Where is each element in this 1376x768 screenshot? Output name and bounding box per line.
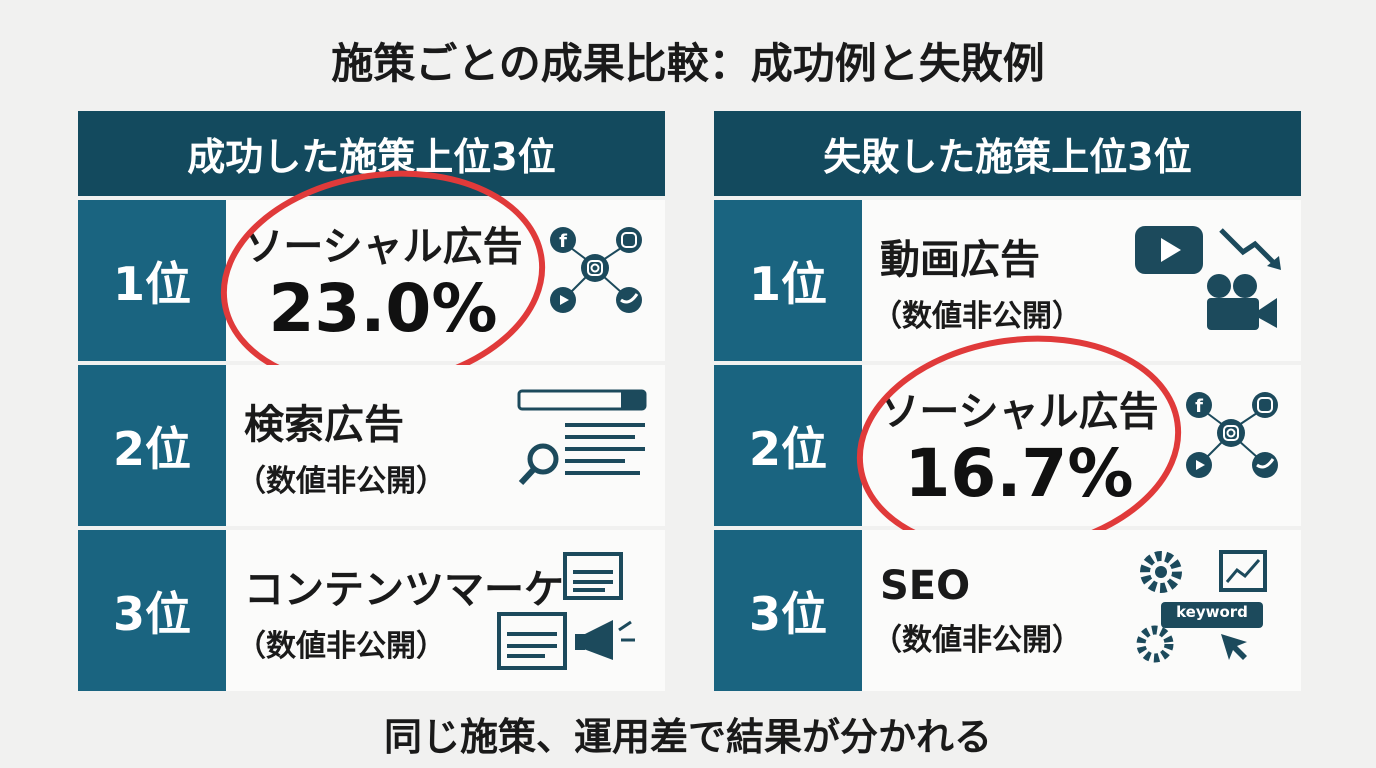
measure-name: SEO — [880, 562, 971, 609]
panel-header: 成功した施策上位3位 — [78, 111, 665, 196]
rank-label: 3位 — [714, 530, 862, 691]
rank-label: 1位 — [714, 200, 862, 361]
panel-header: 失敗した施策上位3位 — [714, 111, 1301, 196]
icon: keyword — [1131, 550, 1291, 674]
icon — [515, 385, 655, 499]
icon: f — [1181, 385, 1291, 499]
rank-row: 1位 ソーシャル広告 23.0% f — [78, 170, 665, 390]
row-content: 検索広告 （数値非公開） — [236, 365, 544, 526]
measure-name: ソーシャル広告 — [243, 224, 523, 270]
note: （数値非公開） — [236, 628, 446, 664]
rank-label: 3位 — [78, 530, 226, 691]
measure-name: 検索広告 — [244, 401, 404, 448]
rank-label: 1位 — [78, 200, 226, 361]
icon-graphic: f — [550, 227, 642, 313]
row-content: ソーシャル広告 16.7% — [864, 365, 1174, 526]
note: （数値非公開） — [872, 298, 1082, 334]
icon — [1131, 220, 1291, 344]
rank-row: 3位 SEO （数値非公開） keyword — [714, 530, 1301, 691]
row-content: ソーシャル広告 23.0% — [228, 200, 538, 361]
measure-name: コンテンツマーケ — [244, 566, 564, 613]
rank-row: 1位 動画広告 （数値非公開） — [714, 200, 1301, 361]
measure-value: 23.0% — [268, 270, 498, 347]
panel: 成功した施策上位3位 1位 ソーシャル広告 23.0% f 2位 検索広告 （数値非公開） 3位… — [78, 111, 665, 691]
measure-value: 16.7% — [904, 435, 1134, 512]
rank-row: 2位 検索広告 （数値非公開） — [78, 365, 665, 526]
icon-graphic — [517, 389, 647, 486]
icon-graphic — [497, 552, 635, 670]
panel: 失敗した施策上位3位 1位 動画広告 （数値非公開） 2位 ソーシャル広告 16.7% f 3位… — [714, 111, 1301, 691]
row-content: コンテンツマーケ （数値非公開） — [236, 530, 564, 691]
measure-name: ソーシャル広告 — [879, 389, 1159, 435]
row-content: SEO （数値非公開） — [872, 530, 1180, 691]
icon: f — [545, 220, 655, 334]
rank-label: 2位 — [78, 365, 226, 526]
measure-name: 動画広告 — [880, 236, 1040, 283]
svg-text:f: f — [1195, 396, 1203, 417]
icon — [495, 550, 655, 684]
footer: 同じ施策、運用差で結果が分かれる — [383, 715, 992, 759]
row-content: 動画広告 （数値非公開） — [872, 200, 1180, 361]
rank-label: 2位 — [714, 365, 862, 526]
icon-graphic — [1135, 226, 1281, 330]
rank-row: 2位 ソーシャル広告 16.7% f — [714, 335, 1301, 555]
icon-graphic: f — [1186, 392, 1278, 478]
icon-graphic — [1136, 550, 1267, 663]
svg-text:f: f — [559, 231, 567, 252]
rank-row: 3位 コンテンツマーケ （数値非公開） — [78, 530, 665, 691]
note: （数値非公開） — [236, 463, 446, 499]
title: 施策ごとの成果比較：成功例と失敗例 — [331, 39, 1045, 88]
icon-label: keyword — [1176, 603, 1248, 621]
note: （数値非公開） — [872, 622, 1082, 658]
